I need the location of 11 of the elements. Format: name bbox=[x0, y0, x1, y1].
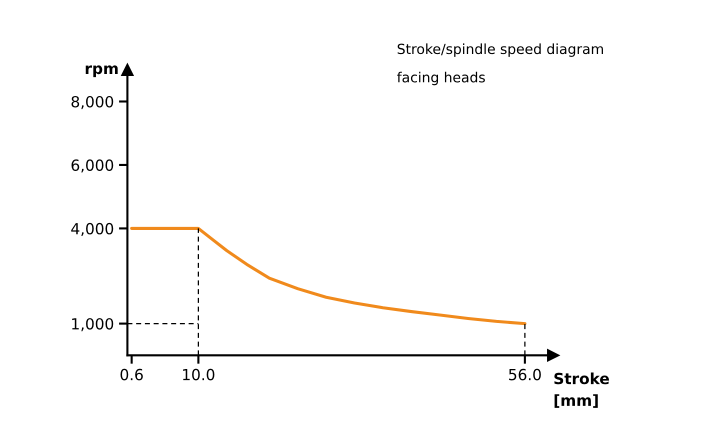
y-tick-label: 8,000 bbox=[72, 96, 114, 110]
chart-subtitle: facing heads bbox=[397, 72, 485, 86]
y-tick-label: 1,000 bbox=[72, 318, 114, 332]
y-tick-label: 6,000 bbox=[72, 159, 114, 173]
x-tick-label: 10.0 bbox=[183, 368, 214, 380]
y-tick-label: 4,000 bbox=[71, 222, 114, 236]
chart-title: Stroke/spindle speed diagram bbox=[398, 43, 603, 57]
y-axis-title: rpm bbox=[86, 65, 118, 78]
x-axis-title: Stroke [mm] bbox=[554, 372, 609, 408]
x-tick-label: 56.0 bbox=[509, 368, 541, 380]
x-tick-label: 0.6 bbox=[120, 368, 143, 380]
